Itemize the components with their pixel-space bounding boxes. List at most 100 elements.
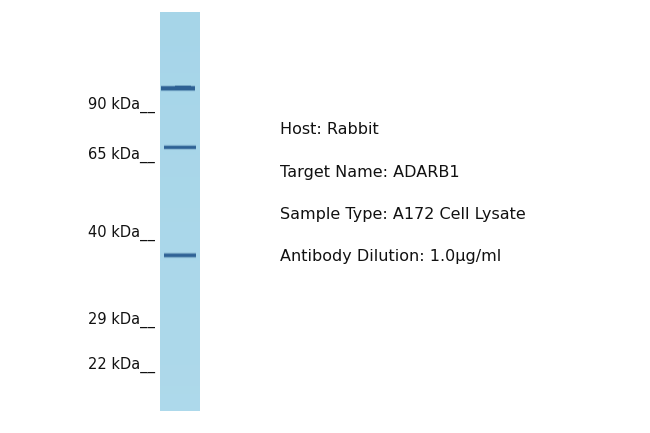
Bar [164, 148, 196, 149]
Bar [161, 89, 195, 90]
Bar [160, 216, 200, 220]
Bar [161, 86, 195, 87]
Bar [160, 113, 200, 116]
Bar [164, 145, 196, 146]
Bar [160, 100, 200, 103]
Bar [160, 28, 200, 31]
Text: Sample Type: A172 Cell Lysate: Sample Type: A172 Cell Lysate [280, 207, 526, 222]
Bar [164, 254, 196, 255]
Bar [160, 57, 200, 60]
Bar [160, 102, 200, 105]
Bar [160, 23, 200, 26]
Bar [160, 60, 200, 63]
Bar [175, 89, 191, 90]
Bar [175, 87, 191, 88]
Bar [160, 384, 200, 387]
Bar [160, 251, 200, 254]
Text: Host: Rabbit: Host: Rabbit [280, 123, 379, 138]
Bar [175, 89, 191, 90]
Bar [160, 320, 200, 323]
Bar [161, 87, 195, 88]
Bar [175, 89, 191, 90]
Bar [164, 252, 196, 253]
Bar [160, 259, 200, 262]
Bar [160, 267, 200, 270]
Bar [161, 86, 195, 87]
Bar [160, 238, 200, 241]
Bar [164, 257, 196, 258]
Bar [160, 256, 200, 259]
Bar [175, 88, 191, 89]
Bar [160, 55, 200, 58]
Bar [160, 381, 200, 384]
Bar [160, 192, 200, 196]
Text: 22 kDa__: 22 kDa__ [88, 357, 155, 373]
Bar [164, 145, 196, 146]
Bar [160, 248, 200, 251]
Bar [160, 166, 200, 169]
Bar [160, 94, 200, 97]
Bar [160, 227, 200, 230]
Bar [164, 257, 196, 258]
Bar [175, 87, 191, 88]
Bar [175, 87, 191, 88]
Bar [160, 49, 200, 52]
Bar [160, 338, 200, 342]
Bar [160, 20, 200, 23]
Bar [164, 252, 196, 253]
Bar [161, 90, 195, 91]
Bar [160, 357, 200, 360]
Bar [161, 84, 195, 85]
Bar [160, 304, 200, 307]
Bar [164, 258, 196, 259]
Bar [160, 224, 200, 227]
Bar [175, 88, 191, 89]
Bar [164, 148, 196, 149]
Bar [161, 89, 195, 90]
Bar [161, 89, 195, 90]
Bar [160, 336, 200, 339]
Bar [160, 283, 200, 286]
Bar [160, 177, 200, 180]
Bar [160, 131, 200, 135]
Bar [160, 399, 200, 403]
Bar [164, 145, 196, 146]
Bar [160, 86, 200, 90]
Bar [160, 121, 200, 124]
Bar [160, 107, 200, 111]
Bar [161, 85, 195, 86]
Bar [175, 86, 191, 87]
Bar [160, 349, 200, 352]
Bar [160, 317, 200, 320]
Bar [175, 87, 191, 88]
Bar [160, 129, 200, 132]
Text: 29 kDa__: 29 kDa__ [88, 312, 155, 328]
Bar [160, 264, 200, 267]
Bar [160, 370, 200, 373]
Bar [164, 258, 196, 259]
Bar [160, 134, 200, 137]
Bar [160, 195, 200, 198]
Bar [160, 36, 200, 39]
Bar [175, 85, 191, 86]
Bar [175, 85, 191, 86]
Bar [160, 397, 200, 400]
Bar [160, 291, 200, 294]
Bar [160, 182, 200, 185]
Bar [160, 78, 200, 81]
Bar [175, 85, 191, 86]
Bar [164, 255, 196, 256]
Bar [160, 375, 200, 379]
Bar [160, 110, 200, 113]
Bar [164, 150, 196, 151]
Bar [164, 149, 196, 150]
Bar [160, 391, 200, 394]
Bar [161, 88, 195, 89]
Bar [160, 25, 200, 29]
Bar [160, 352, 200, 355]
Text: 90 kDa__: 90 kDa__ [88, 97, 155, 113]
Bar [160, 65, 200, 68]
Bar [160, 354, 200, 357]
Bar [160, 314, 200, 318]
Bar [160, 368, 200, 371]
